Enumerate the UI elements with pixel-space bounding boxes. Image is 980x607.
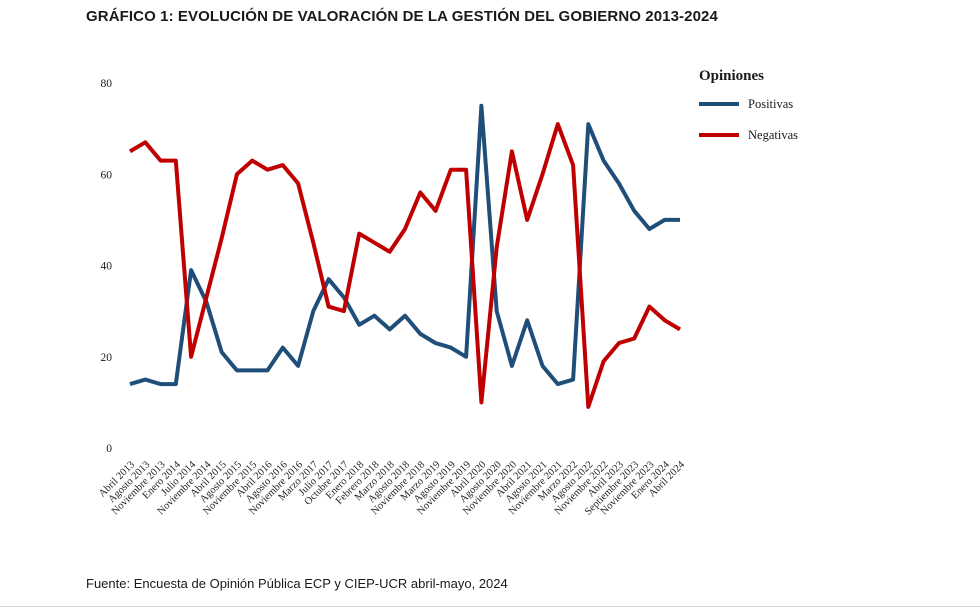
y-axis-tick-label: 80 xyxy=(101,78,113,90)
positivas-line xyxy=(129,103,680,387)
negativas-line xyxy=(128,122,682,409)
negativas-line-swatch xyxy=(699,133,739,137)
positivas-line-swatch xyxy=(699,102,739,106)
legend-label-negativas: Negativas xyxy=(748,127,798,142)
y-axis-tick-label: 20 xyxy=(101,352,113,364)
y-axis-tick-label: 0 xyxy=(106,443,112,455)
legend-title: Opiniones xyxy=(699,68,765,84)
source-note: Fuente: Encuesta de Opinión Pública ECP … xyxy=(86,576,508,591)
chart-legend: Opiniones Positivas Negativas xyxy=(699,68,899,156)
legend-label-positivas: Positivas xyxy=(748,96,794,111)
y-axis-tick-label: 60 xyxy=(101,169,113,181)
chart-title: GRÁFICO 1: EVOLUCIÓN DE VALORACIÓN DE LA… xyxy=(86,8,718,25)
y-axis-tick-label: 40 xyxy=(101,261,113,273)
legend-item-positivas: Positivas xyxy=(699,94,899,114)
legend-item-negativas: Negativas xyxy=(699,125,899,145)
